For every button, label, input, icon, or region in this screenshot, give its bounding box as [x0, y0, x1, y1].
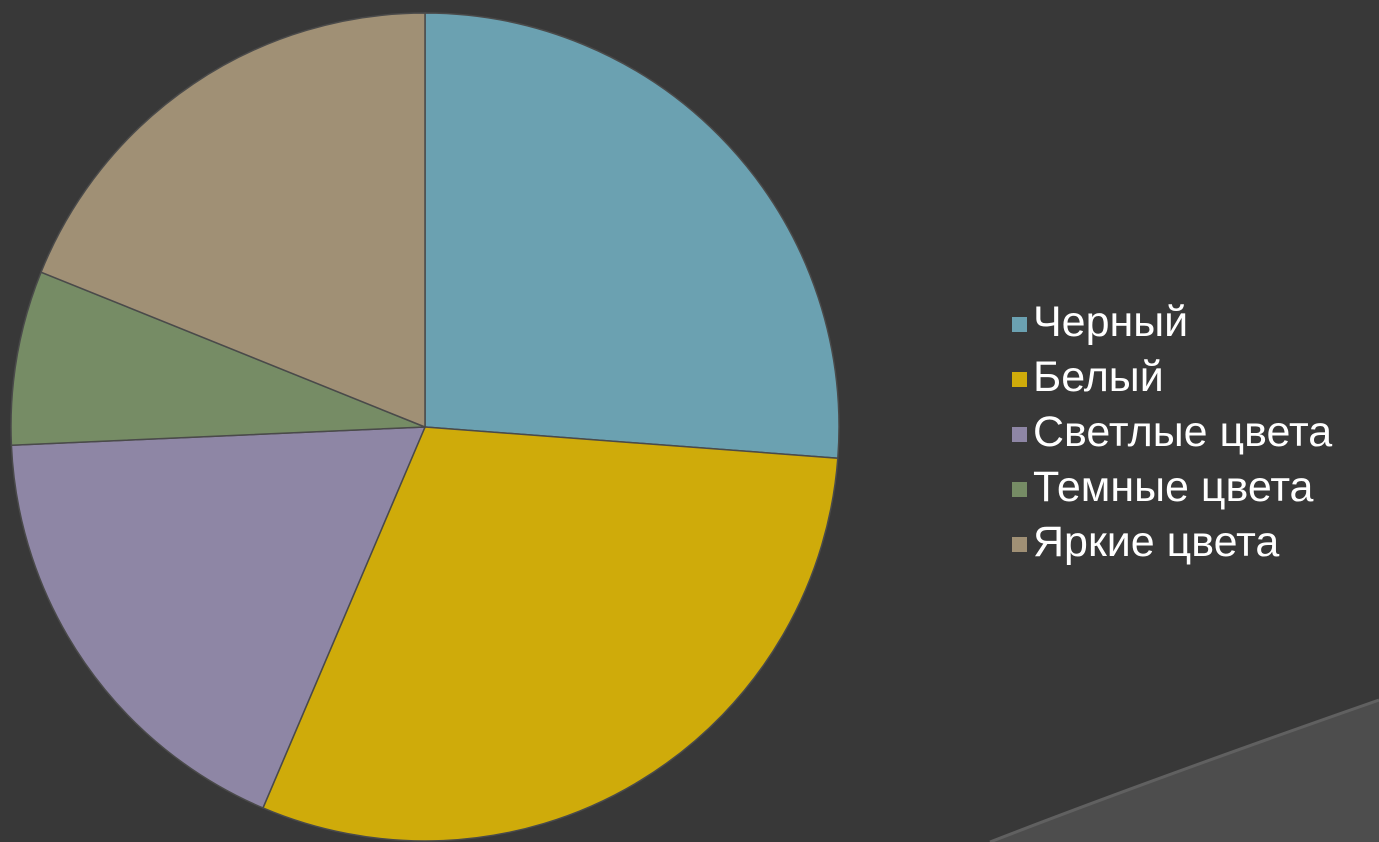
legend-item-1: Черный [1012, 295, 1332, 350]
legend-swatch [1012, 372, 1027, 387]
pie-slice-2 [261, 426, 839, 842]
chart-legend: Черный Белый Светлые цвета Темные цвета Ярки… [1012, 295, 1332, 570]
legend-label: Белый [1033, 353, 1164, 401]
legend-swatch [1012, 482, 1027, 497]
legend-label: Темные цвета [1033, 463, 1314, 511]
legend-label: Светлые цвета [1033, 408, 1333, 456]
pie-slice-5 [40, 12, 426, 429]
legend-label: Яркие цвета [1033, 518, 1280, 566]
legend-item-4: Темные цвета [1012, 460, 1332, 515]
legend-label: Черный [1033, 298, 1189, 346]
legend-swatch [1012, 317, 1027, 332]
legend-swatch [1012, 537, 1027, 552]
pie-slice-1 [424, 12, 840, 459]
legend-item-2: Белый [1012, 350, 1332, 405]
pie-slice-4 [10, 271, 426, 446]
legend-item-5: Яркие цвета [1012, 515, 1332, 570]
pie-slice-3 [10, 426, 427, 809]
legend-swatch [1012, 427, 1027, 442]
swoosh-edge [989, 698, 1379, 842]
legend-item-3: Светлые цвета [1012, 405, 1332, 460]
